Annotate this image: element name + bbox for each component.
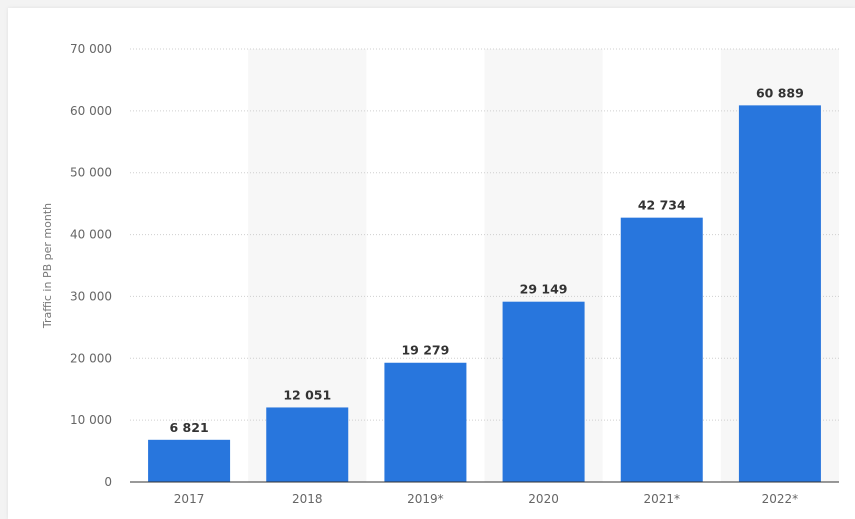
- bars: [148, 105, 821, 483]
- bar: [266, 407, 349, 482]
- value-labels: 6 821 12 051 19 279 29 149 42 734 60 889: [170, 85, 804, 434]
- value-label: 12 051: [283, 387, 331, 402]
- x-tick-label: 2018: [292, 492, 323, 506]
- y-axis-ticks: 0 10 000 20 000 30 000 40 000 50 000 60 000 70 …: [70, 42, 112, 489]
- x-tick-label: 2020: [528, 492, 559, 506]
- y-tick-label: 70 000: [70, 42, 112, 56]
- chart-card: 0 10 000 20 000 30 000 40 000 50 000 60 000 70 …: [8, 8, 855, 519]
- x-tick-label: 2021*: [643, 492, 680, 506]
- x-tick-label: 2017: [174, 492, 205, 506]
- y-tick-label: 30 000: [70, 289, 112, 303]
- y-tick-label: 10 000: [70, 413, 112, 427]
- x-tick-label: 2022*: [762, 492, 799, 506]
- x-axis-ticks: 2017 2018 2019* 2020 2021* 2022*: [174, 492, 798, 506]
- y-tick-label: 40 000: [70, 228, 112, 242]
- bar: [384, 362, 467, 482]
- y-tick-label: 60 000: [70, 104, 112, 118]
- bar: [502, 301, 585, 482]
- value-label: 19 279: [401, 343, 449, 358]
- bar: [620, 217, 703, 483]
- gridlines: [130, 48, 839, 421]
- y-tick-label: 0: [104, 475, 112, 489]
- y-tick-label: 50 000: [70, 166, 112, 180]
- bar: [148, 439, 231, 482]
- value-label: 29 149: [520, 282, 568, 297]
- value-label: 42 734: [638, 198, 686, 213]
- bar: [738, 105, 821, 483]
- y-tick-label: 20 000: [70, 351, 112, 365]
- bar-chart: 0 10 000 20 000 30 000 40 000 50 000 60 000 70 …: [41, 42, 839, 506]
- value-label: 6 821: [170, 420, 209, 435]
- x-tick-label: 2019*: [407, 492, 444, 506]
- value-label: 60 889: [756, 85, 804, 100]
- y-axis-title: Traffic in PB per month: [41, 203, 54, 329]
